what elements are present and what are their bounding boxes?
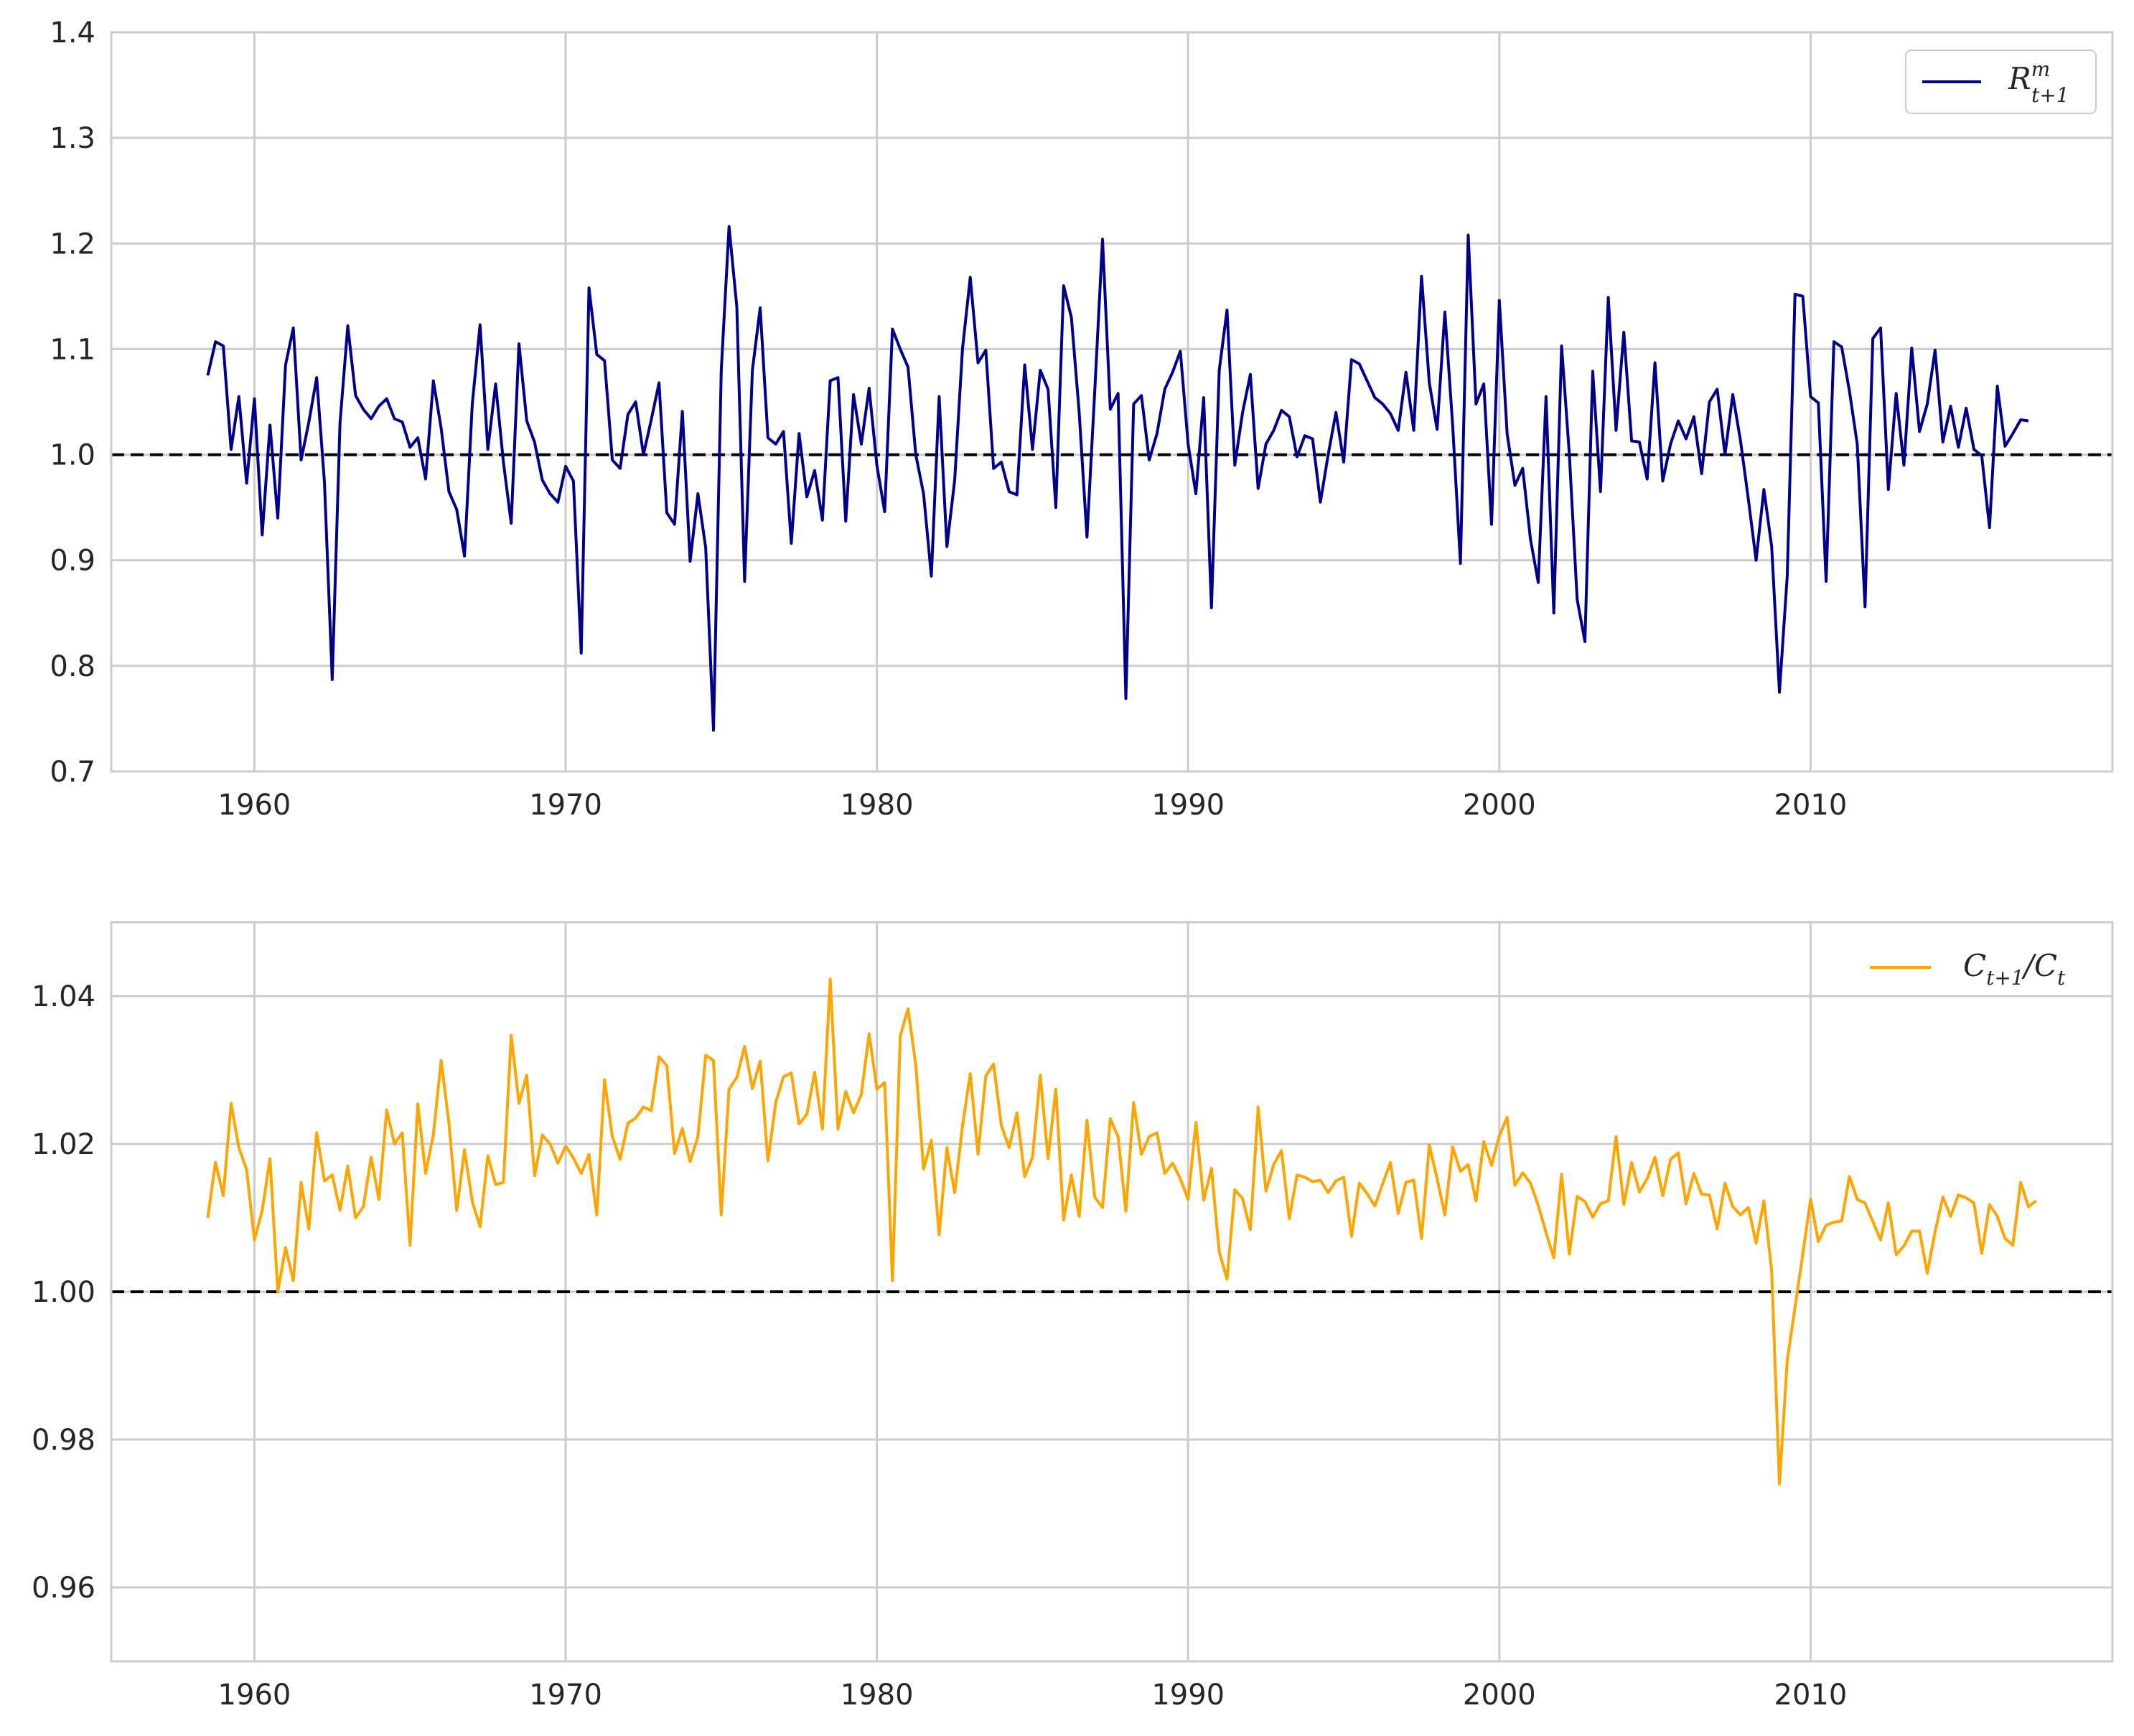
series-line-market-return (206, 225, 2029, 732)
legend-box (1905, 50, 2097, 114)
x-tick-label: 1970 (529, 1679, 602, 1712)
legend-label-c2-sub: t (2057, 966, 2066, 990)
x-tick-label: 1970 (529, 789, 602, 822)
plot-area (111, 32, 2112, 771)
y-tick-label: 1.2 (50, 227, 95, 261)
legend-label-slash: / (2021, 948, 2037, 983)
legend: Ct+1/Ct (1870, 948, 2066, 990)
legend-label-sub: t+1 (2031, 83, 2069, 107)
y-tick-label: 1.02 (32, 1128, 95, 1161)
x-tick-label: 1960 (218, 789, 291, 822)
x-tick-label: 1990 (1151, 1679, 1225, 1712)
returns-chart: 1960 1970 1980 1990 2000 2010 0.7 0.8 0.9 1.0 1.1… (50, 17, 2114, 822)
plot-frame (110, 921, 2114, 1663)
y-tick-label: 1.0 (50, 439, 95, 472)
x-tick-labels: 1960 1970 1980 1990 2000 2010 (218, 1679, 1848, 1712)
x-tick-labels: 1960 1970 1980 1990 2000 2010 (218, 789, 1848, 822)
legend-label: Rm t+1 (2008, 57, 2069, 107)
x-tick-label: 1980 (841, 789, 914, 822)
series-line-consumption-growth (206, 977, 2037, 1486)
y-tick-label: 0.98 (32, 1424, 95, 1457)
y-tick-label: 1.1 (50, 333, 95, 366)
consumption-growth-chart: 1960 1970 1980 1990 2000 2010 0.96 0.98 1.00 1.0… (32, 921, 2114, 1712)
plot-frame (110, 31, 2114, 773)
legend-label-c1-sub: t+1 (1986, 966, 2024, 990)
y-tick-label: 0.7 (50, 756, 95, 789)
y-tick-label: 0.9 (50, 545, 95, 578)
legend-label-c1: C (1963, 948, 1986, 983)
y-tick-label: 1.04 (32, 980, 95, 1013)
y-tick-labels: 0.96 0.98 1.00 1.02 1.04 (32, 980, 95, 1605)
x-tick-label: 2010 (1774, 789, 1848, 822)
y-tick-label: 0.96 (32, 1572, 95, 1605)
y-tick-label: 0.8 (50, 650, 95, 683)
y-tick-label: 1.4 (50, 17, 95, 50)
x-tick-label: 2000 (1463, 789, 1536, 822)
legend-label: Ct+1/Ct (1963, 948, 2066, 990)
x-tick-label: 2000 (1463, 1679, 1536, 1712)
y-tick-label: 1.00 (32, 1276, 95, 1309)
legend-label-c2: C (2034, 948, 2057, 983)
x-tick-label: 2010 (1774, 1679, 1848, 1712)
x-tick-label: 1960 (218, 1679, 291, 1712)
legend-label-sup: m (2031, 57, 2051, 81)
y-tick-labels: 0.7 0.8 0.9 1.0 1.1 1.2 1.3 1.4 (50, 17, 95, 789)
legend: Rm t+1 (1905, 50, 2097, 114)
y-tick-label: 1.3 (50, 122, 95, 155)
x-tick-label: 1980 (841, 1679, 914, 1712)
x-tick-label: 1990 (1151, 789, 1225, 822)
legend-label-main: R (2008, 61, 2031, 96)
